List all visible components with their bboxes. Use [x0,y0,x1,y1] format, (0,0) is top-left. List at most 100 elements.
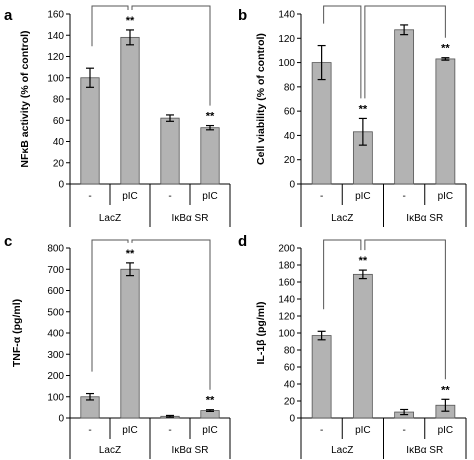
category-label: pIC [438,425,454,436]
bar [120,268,140,419]
y-tick-label: 40 [284,131,296,142]
y-tick-label: 40 [53,137,65,148]
category-label: pIC [202,191,218,202]
category-label: pIC [355,191,371,202]
category-label: - [402,425,405,436]
bracket-line [131,5,211,106]
bar [394,29,415,185]
y-tick-label: 700 [47,265,64,276]
group-label: IκBα SR [172,445,209,456]
comparison-bracket [91,5,211,106]
y-tick-label: 120 [278,312,295,323]
panel-a: a 0 20 40 60 80 100 120 140 160 NFκB activity (% o… [4,5,231,227]
y-tick-label: 140 [278,295,295,306]
y-tick-label: 120 [278,34,295,45]
significance-label: ** [441,384,450,396]
panel-c: c 0 100 200 300 400 500 600 700 800 TNF-α (pg/ml) -… [4,233,231,459]
category-label: - [320,191,323,202]
y-tick-label: 20 [284,155,296,166]
y-axis-title: TNF-α (pg/ml) [11,299,23,367]
group-label: LacZ [331,445,353,456]
y-tick-label: 20 [53,158,65,169]
y-tick-label: 80 [284,346,296,357]
y-tick-label: 400 [47,329,64,340]
significance-label: ** [126,15,135,27]
category-label: pIC [438,191,454,202]
bracket-line [91,5,129,47]
y-tick-label: 60 [284,107,296,118]
y-tick-label: 40 [284,380,296,391]
y-tick-label: 800 [47,244,64,255]
significance-label: ** [441,43,450,55]
y-tick-label: 300 [47,350,64,361]
bar [435,58,456,185]
y-tick-label: 160 [47,10,64,21]
group-label: LacZ [99,213,121,224]
y-tick-label: 100 [278,58,295,69]
y-tick-label: 0 [58,414,64,425]
y-tick-label: 500 [47,307,64,318]
bar [120,36,140,185]
y-tick-label: 0 [58,180,64,191]
bar [311,62,332,185]
y-tick-label: 160 [278,278,295,289]
category-label: - [88,191,91,202]
bracket-line [323,239,362,310]
y-tick-label: 600 [47,286,64,297]
bar [200,127,220,185]
panel-letter: c [4,233,12,250]
category-label: - [88,425,91,436]
category-label: pIC [122,425,138,436]
y-tick-label: 100 [47,73,64,84]
group-label: IκBα SR [172,213,209,224]
y-axis-title: NFκB activity (% of control) [19,30,31,167]
y-tick-label: 200 [278,244,295,255]
bracket-line [364,239,446,380]
bar [352,273,373,419]
y-tick-label: 140 [47,31,64,42]
category-label: pIC [202,425,218,436]
y-tick-label: 80 [53,95,65,106]
significance-label: ** [359,103,368,115]
significance-label: ** [359,255,368,267]
y-tick-label: 100 [47,392,64,403]
significance-label: ** [206,111,215,123]
y-axis-title: Cell viability (% of control) [255,33,267,165]
significance-label: ** [126,248,135,260]
comparison-bracket [323,5,446,99]
panel-d: d 0 20 40 60 80 100 120 140 160 180 200 IL-1β (pg/ml… [238,233,467,459]
y-tick-label: 20 [284,397,296,408]
y-tick-label: 60 [53,116,65,127]
bar [80,77,100,185]
bracket-line [364,5,446,99]
bar [311,335,332,419]
category-label: pIC [122,191,138,202]
category-label: - [402,191,405,202]
panel-letter: d [238,233,247,250]
category-label: - [168,191,171,202]
group-label: LacZ [99,445,121,456]
category-label: pIC [355,425,371,436]
y-tick-label: 60 [284,363,296,374]
comparison-bracket [91,239,211,390]
y-axis-title: IL-1β (pg/ml) [255,302,267,365]
group-label: LacZ [331,213,353,224]
panel-letter: b [238,7,247,24]
y-tick-label: 200 [47,371,64,382]
group-label: IκBα SR [406,445,443,456]
y-tick-label: 0 [289,180,295,191]
comparison-bracket [323,239,446,380]
y-tick-label: 80 [284,82,296,93]
y-tick-label: 180 [278,261,295,272]
panel-b: b 0 20 40 60 80 100 120 140 Cell viability (% of … [238,5,467,227]
y-tick-label: 120 [47,52,64,63]
category-label: - [168,425,171,436]
significance-label: ** [206,395,215,407]
bar [160,117,180,185]
bracket-line [131,239,211,390]
bracket-line [91,239,129,372]
y-tick-label: 0 [289,414,295,425]
group-label: IκBα SR [406,213,443,224]
category-label: - [320,425,323,436]
